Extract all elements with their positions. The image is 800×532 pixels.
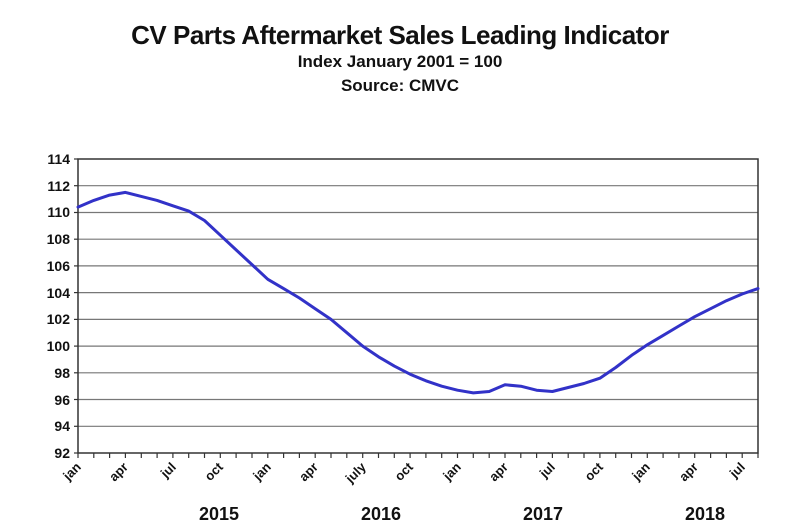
y-tick-label: 92 [54, 445, 70, 461]
chart-header: CV Parts Aftermarket Sales Leading Indic… [0, 20, 800, 98]
y-tick-label: 96 [54, 392, 70, 408]
year-label: 2018 [684, 504, 726, 524]
y-tick-label: 102 [46, 311, 70, 327]
chart-title: CV Parts Aftermarket Sales Leading Indic… [131, 20, 669, 50]
y-tick-label: 112 [47, 178, 70, 194]
y-tick-label: 108 [46, 231, 70, 247]
year-label: 2017 [522, 504, 564, 524]
chart-source: Source: CMVC [340, 76, 460, 95]
y-tick-label: 98 [54, 365, 70, 381]
chart-subtitle: Index January 2001 = 100 [297, 52, 503, 71]
line-chart-svg [74, 158, 760, 458]
y-tick-label: 110 [47, 204, 70, 220]
y-tick-label: 114 [47, 151, 70, 167]
y-tick-label: 106 [46, 258, 70, 274]
year-label: 2015 [198, 504, 240, 524]
y-tick-label: 100 [46, 338, 70, 354]
plot-area: 92 94 96 98 100 102 104 106 108 110 112 114 jan apr j… [47, 151, 760, 524]
trend-line [76, 190, 760, 395]
y-tick-label: 104 [46, 285, 70, 301]
y-tick-label: 94 [54, 418, 70, 434]
year-label: 2016 [360, 504, 402, 524]
plot-border [77, 158, 759, 454]
